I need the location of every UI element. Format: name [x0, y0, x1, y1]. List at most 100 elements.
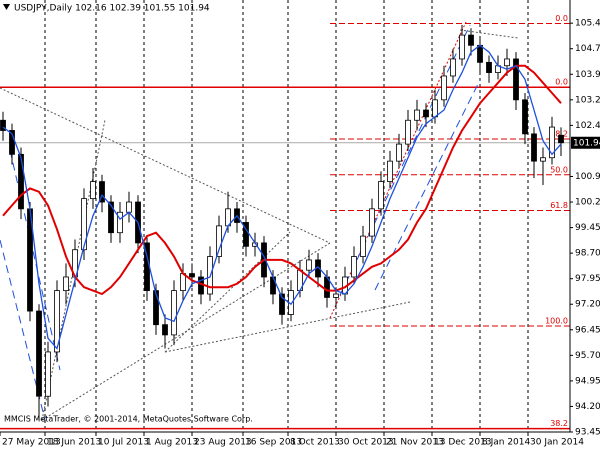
- y-tick-label: 93.45: [575, 428, 600, 438]
- x-tick-label: 30 Oct 2013: [338, 438, 394, 448]
- x-tick-label: 8 Jan 2014: [482, 438, 530, 448]
- fib-label: 61.8: [550, 201, 568, 210]
- x-tick-label: 18 Jun 2013: [47, 438, 101, 448]
- candle-body: [63, 276, 69, 292]
- moving-average: [2, 64, 562, 296]
- candle-body: [540, 157, 546, 162]
- candle-body: [45, 351, 51, 397]
- channel-line: [0, 239, 46, 421]
- y-tick-label: 94.95: [575, 376, 600, 386]
- candle-body: [468, 34, 474, 46]
- y-tick-label: 98.70: [575, 249, 600, 259]
- fibo-trend: [329, 21, 467, 319]
- candle-body: [126, 201, 132, 213]
- candle-body: [171, 290, 177, 336]
- y-tick-label: 97.95: [575, 274, 600, 284]
- candle-body: [216, 225, 222, 257]
- trend-line: [0, 87, 331, 244]
- trend-line: [164, 301, 411, 353]
- candle-body: [405, 119, 411, 145]
- current-price-label: 101.94: [573, 138, 600, 148]
- candle-body: [81, 198, 87, 251]
- candle-body: [378, 181, 384, 210]
- trend-line: [459, 29, 519, 39]
- candle-body: [333, 293, 339, 298]
- candle-body: [306, 259, 312, 271]
- x-tick-label: 16 Sep 2013: [245, 438, 302, 448]
- candle-body: [459, 34, 465, 60]
- candle-body: [387, 160, 393, 182]
- fib-label: 50.0: [550, 165, 568, 174]
- y-tick-label: 95.70: [575, 351, 600, 361]
- y-tick-label: 94.20: [575, 402, 600, 412]
- candle-body: [477, 44, 483, 63]
- y-tick-label: 104.70: [575, 44, 600, 54]
- title-icon: [3, 4, 10, 10]
- candle-body: [441, 75, 447, 101]
- y-tick-label: 103.20: [575, 95, 600, 105]
- candle-body: [513, 58, 519, 101]
- candle-body: [558, 134, 564, 144]
- x-tick-label: 13 Dec 2013: [434, 438, 492, 448]
- x-tick-label: 21 Nov 2013: [386, 438, 444, 448]
- x-tick-label: 27 May 2013: [2, 438, 61, 448]
- x-tick-label: 8 Oct 2013: [290, 438, 340, 448]
- candle-body: [153, 290, 159, 326]
- y-tick-label: 99.45: [575, 223, 600, 233]
- candle-body: [396, 143, 402, 162]
- candle-body: [432, 99, 438, 118]
- x-tick-label: 30 Jan 2014: [530, 438, 584, 448]
- candle-body: [99, 181, 105, 203]
- candle-body: [243, 222, 249, 247]
- channel-line: [339, 24, 471, 296]
- candle-body: [108, 201, 114, 234]
- y-tick-label: 97.20: [575, 300, 600, 310]
- fib-label: 0.0: [555, 14, 568, 23]
- y-tick-label: 105.45: [575, 19, 600, 29]
- x-tick-label: 23 Aug 2013: [194, 438, 252, 448]
- candle-body: [90, 181, 96, 200]
- fib-label: 0.0: [555, 78, 568, 87]
- y-tick-label: 102.45: [575, 121, 600, 131]
- candle-body: [423, 109, 429, 118]
- candle-body: [486, 61, 492, 73]
- candle-body: [9, 130, 15, 155]
- candle-body: [162, 324, 168, 336]
- candle-body: [18, 153, 24, 210]
- grid-layer: 0.0 38.2 50.0 61.8 100.0 0.0 38.2: [0, 0, 570, 432]
- fib-label: 38.2: [550, 419, 568, 428]
- fib-label: 100.0: [545, 317, 568, 326]
- candle-body: [450, 58, 456, 77]
- y-tick-label: 100.20: [575, 198, 600, 208]
- candle-body: [117, 211, 123, 234]
- candle-body: [531, 133, 537, 162]
- candles: [0, 24, 564, 421]
- candle-body: [351, 256, 357, 278]
- candle-body: [189, 273, 195, 278]
- candle-body: [549, 126, 555, 159]
- trend-line: [164, 231, 291, 353]
- candle-body: [36, 310, 42, 397]
- candle-body: [360, 235, 366, 257]
- candle-body: [279, 293, 285, 315]
- x-tick-label: 1 Aug 2013: [146, 438, 198, 448]
- candle-body: [414, 109, 420, 121]
- y-tick-label: 96.45: [575, 325, 600, 335]
- fib-label: 38.2: [550, 130, 568, 139]
- watermark: MMCIS MetaTrader, © 2001-2014, MetaQuote…: [4, 415, 253, 424]
- y-tick-label: 100.95: [575, 172, 600, 182]
- channel-line: [9, 149, 61, 371]
- candle-body: [522, 99, 528, 135]
- current-price-box: [571, 136, 600, 149]
- candle-body: [369, 208, 375, 237]
- moving-average: [2, 44, 562, 350]
- y-tick-label: 103.95: [575, 70, 600, 80]
- drawing-objects: [0, 21, 519, 421]
- x-tick-label: 10 Jul 2013: [98, 438, 149, 448]
- candle-body: [0, 119, 6, 131]
- chart-title: USDJPY,Daily 102.16 102.39 101.55 101.94: [14, 4, 210, 14]
- candle-body: [54, 290, 60, 353]
- candle-body: [504, 58, 510, 67]
